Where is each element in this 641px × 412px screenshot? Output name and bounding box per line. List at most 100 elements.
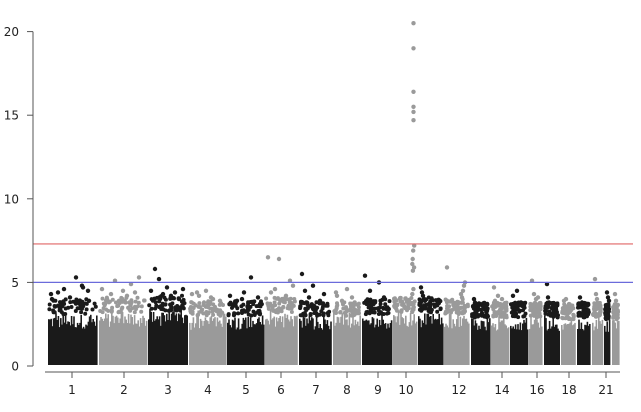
snp-peak-point xyxy=(279,296,285,302)
density-column xyxy=(49,319,51,365)
density-column xyxy=(371,317,374,365)
snp-point xyxy=(198,305,202,309)
x-tick-label: 21 xyxy=(598,383,613,397)
density-column xyxy=(252,320,254,365)
snp-point xyxy=(426,306,431,311)
density-column xyxy=(351,323,353,365)
snp-point xyxy=(247,305,251,310)
snp-point xyxy=(110,297,115,302)
density-column xyxy=(377,326,380,365)
density-column xyxy=(318,328,320,365)
density-column xyxy=(62,315,64,365)
snp-peak-point xyxy=(61,286,67,292)
density-column xyxy=(453,323,456,365)
density-column xyxy=(66,324,68,365)
snp-peak-point xyxy=(164,285,170,290)
density-column xyxy=(178,313,180,365)
snp-peak-point xyxy=(593,291,599,297)
snp-peak-point xyxy=(546,300,552,305)
y-tick-label: 20 xyxy=(4,25,19,39)
x-tick-label: 1 xyxy=(68,383,76,397)
density-column xyxy=(80,315,82,365)
density-column xyxy=(557,328,559,365)
snp-point xyxy=(551,300,556,305)
snp-peak-point xyxy=(420,293,426,298)
density-column xyxy=(195,323,197,365)
density-column xyxy=(275,317,278,365)
snp-point xyxy=(553,313,558,318)
chromosome-15-points xyxy=(509,288,529,365)
density-column xyxy=(345,319,347,365)
density-column xyxy=(539,316,542,365)
snp-point xyxy=(475,312,480,317)
density-column xyxy=(327,325,330,365)
chromosome-12-points xyxy=(443,265,470,365)
density-column xyxy=(614,322,616,365)
snp-point xyxy=(116,310,121,315)
density-column xyxy=(240,328,242,365)
snp-peak-point xyxy=(411,286,416,292)
chromosome-2-points xyxy=(98,275,148,365)
snp-point xyxy=(522,305,527,310)
snp-point xyxy=(379,310,383,315)
density-column xyxy=(217,321,220,365)
density-column xyxy=(501,320,504,365)
snp-peak-point xyxy=(461,283,467,288)
snp-peak-point xyxy=(419,290,425,295)
density-column xyxy=(553,326,556,365)
density-column xyxy=(548,320,551,365)
chromosome-22-points xyxy=(611,291,620,365)
density-column xyxy=(113,323,115,365)
density-column xyxy=(383,323,386,365)
density-column xyxy=(394,316,396,365)
density-column xyxy=(330,321,332,365)
snp-peak-point xyxy=(317,298,323,303)
density-column xyxy=(414,323,417,365)
snp-point xyxy=(472,315,477,319)
snp-point xyxy=(83,301,88,306)
density-column xyxy=(201,320,203,365)
snp-peak-point xyxy=(299,271,305,277)
density-column xyxy=(236,327,239,365)
density-column xyxy=(145,320,148,365)
density-column xyxy=(460,325,463,365)
snp-point xyxy=(100,296,105,301)
snp-peak-point xyxy=(349,295,355,300)
density-column xyxy=(595,319,598,365)
snp-peak-point xyxy=(535,295,541,300)
density-column xyxy=(261,315,264,365)
snp-point xyxy=(548,313,553,318)
density-column xyxy=(581,329,584,365)
density-column xyxy=(600,323,602,365)
density-column xyxy=(157,319,160,365)
density-column xyxy=(412,320,414,365)
density-column xyxy=(402,318,405,365)
snp-point xyxy=(75,306,80,311)
density-column xyxy=(176,321,179,365)
density-column xyxy=(594,326,596,365)
chromosome-3-points xyxy=(147,266,188,365)
density-column xyxy=(545,318,547,365)
density-column xyxy=(301,327,303,365)
snp-point xyxy=(169,302,173,307)
density-column xyxy=(152,312,155,365)
snp-point xyxy=(598,310,602,315)
density-column xyxy=(411,325,413,365)
snp-point xyxy=(362,300,367,305)
density-column xyxy=(174,315,176,365)
density-column xyxy=(353,325,355,365)
snp-peak-point xyxy=(339,298,345,303)
density-column xyxy=(533,319,536,365)
density-column xyxy=(115,315,118,365)
snp-point xyxy=(93,304,98,309)
snp-point xyxy=(384,305,389,310)
density-column xyxy=(76,322,79,365)
density-column xyxy=(186,315,188,365)
density-column xyxy=(306,318,308,365)
density-column xyxy=(456,319,458,365)
density-column xyxy=(459,316,462,365)
snp-peak-point xyxy=(241,290,247,295)
density-column xyxy=(570,320,573,365)
snp-point xyxy=(378,305,382,310)
density-column xyxy=(421,320,424,365)
